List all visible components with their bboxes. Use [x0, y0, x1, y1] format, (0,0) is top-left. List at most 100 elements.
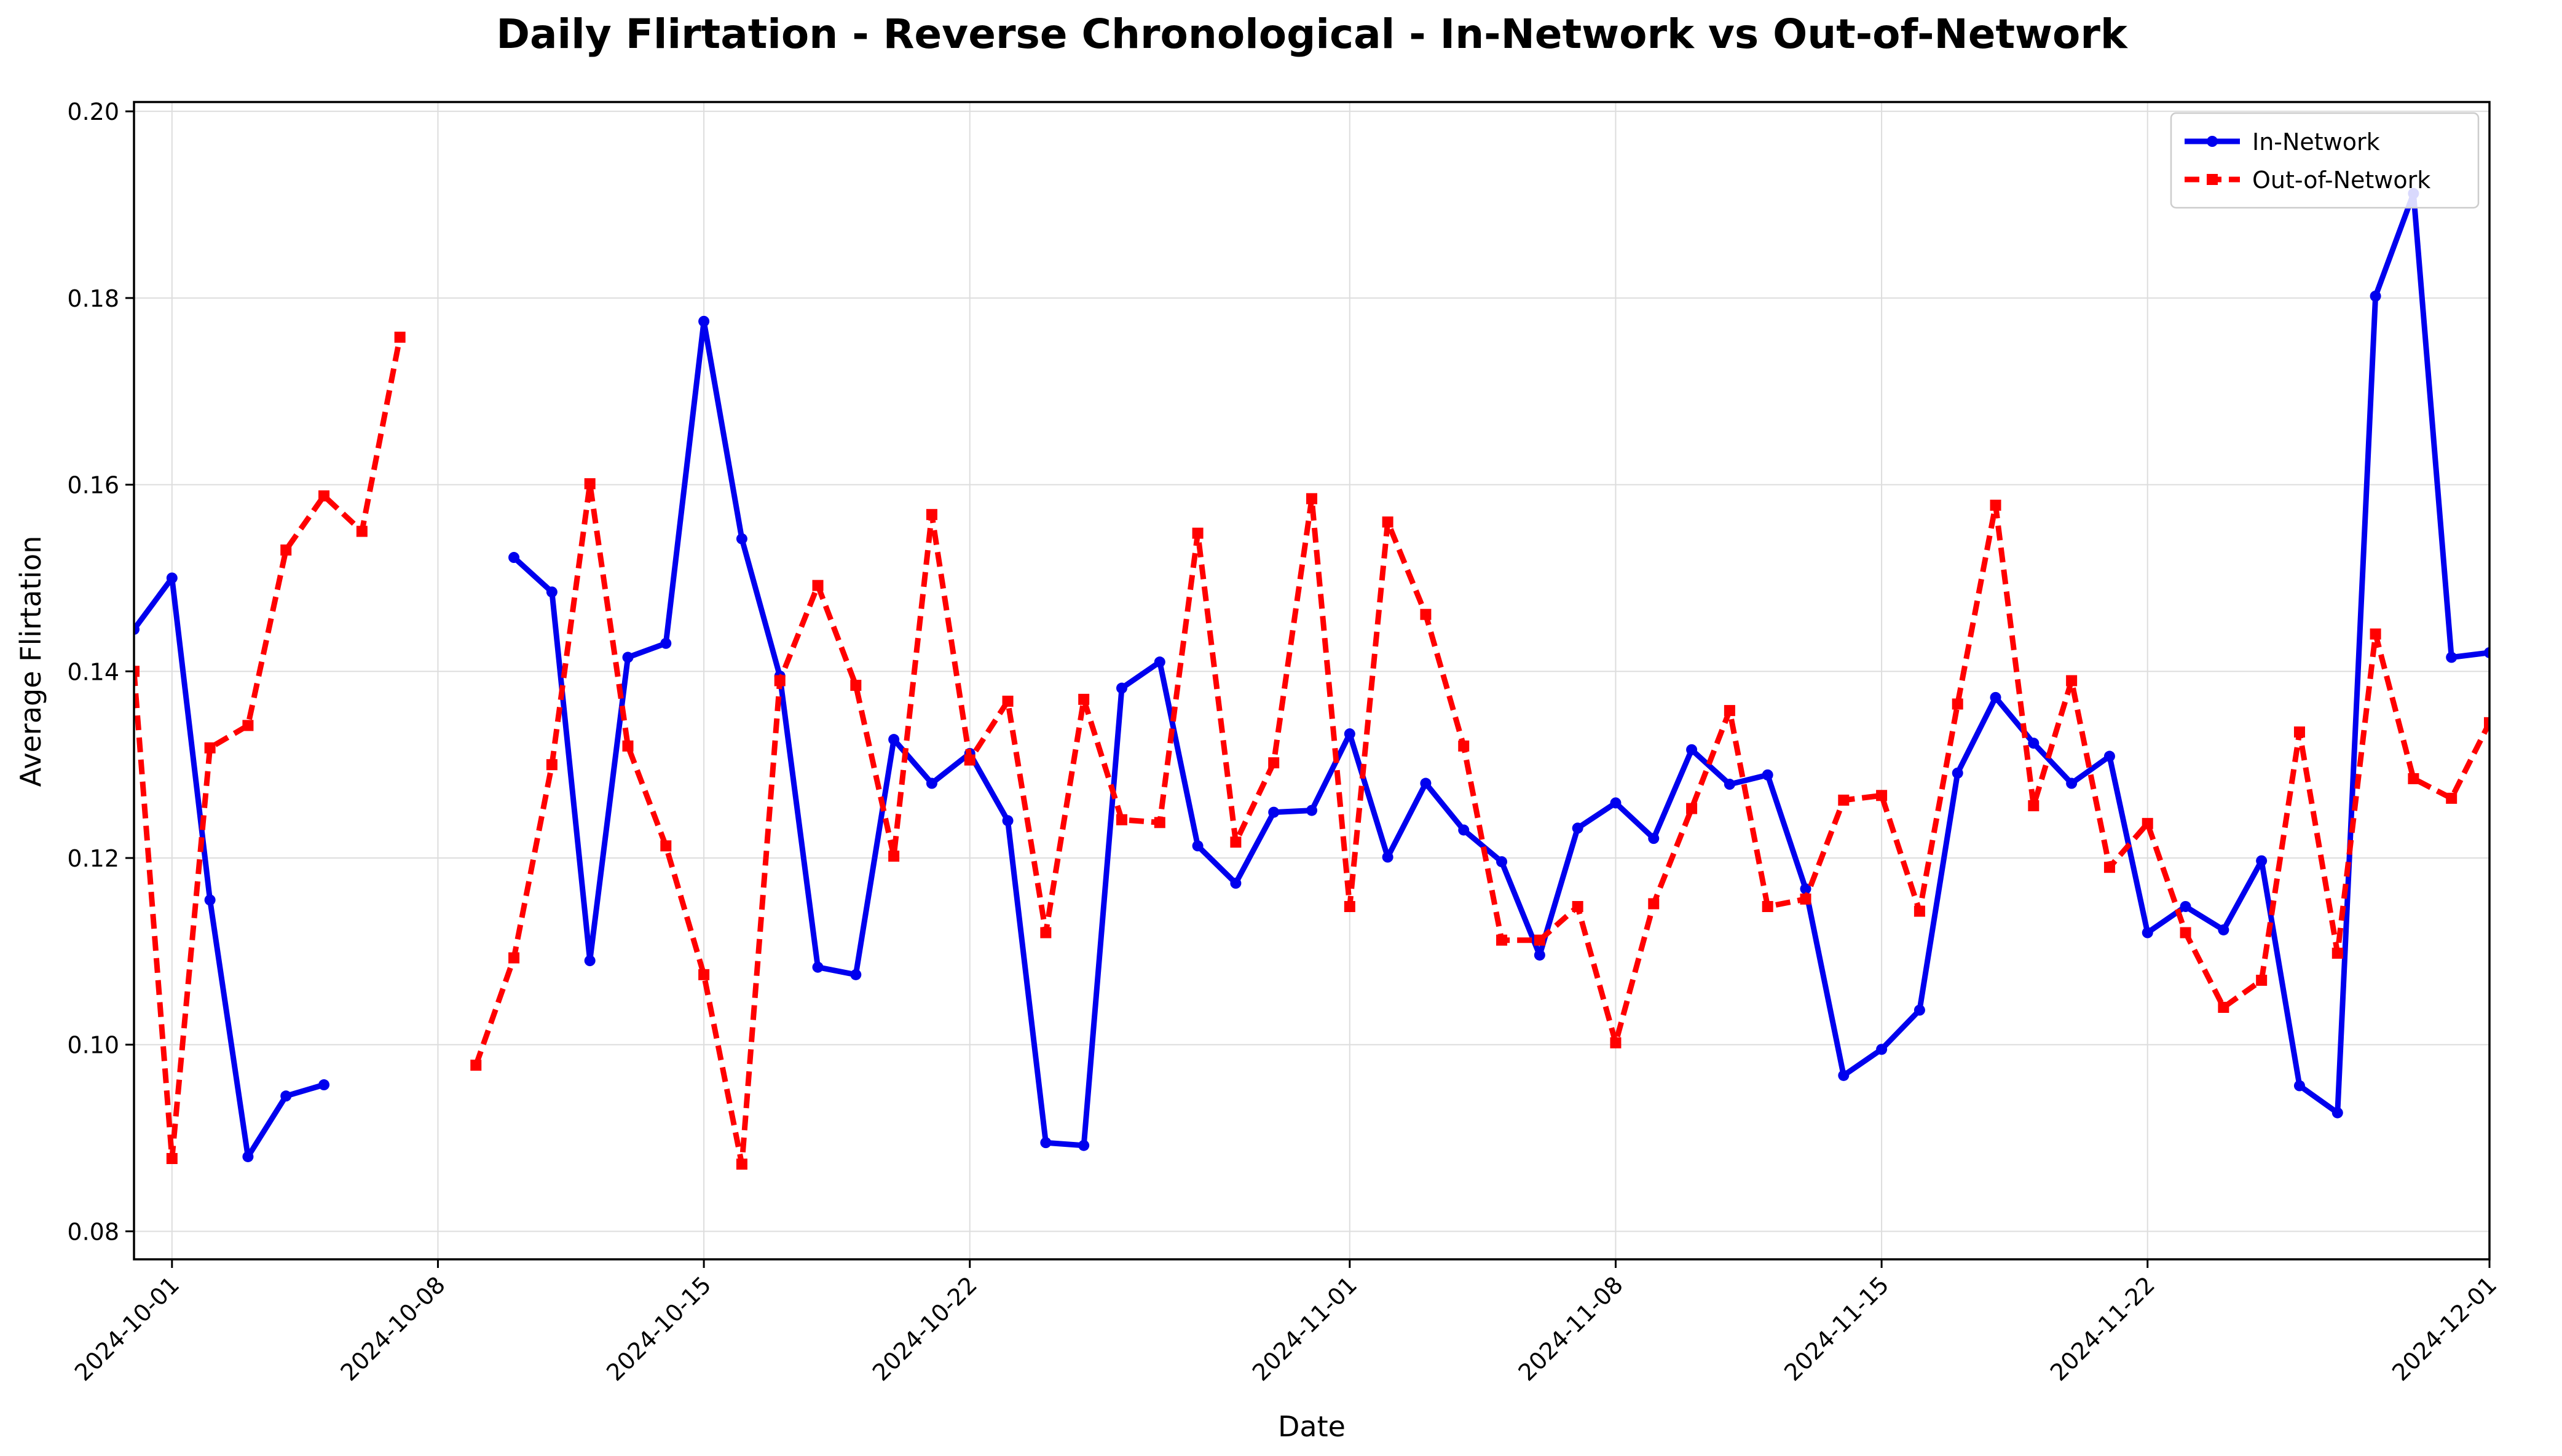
- data-point-in-network: [2331, 1107, 2343, 1119]
- data-point-out-of-network: [888, 850, 900, 862]
- data-point-out-of-network: [736, 1159, 747, 1170]
- data-point-out-of-network: [280, 544, 292, 556]
- data-point-out-of-network: [1762, 900, 1773, 912]
- data-point-in-network: [2293, 1080, 2305, 1092]
- data-point-in-network: [1648, 833, 1660, 844]
- data-point-in-network: [318, 1079, 330, 1091]
- data-point-in-network: [2142, 927, 2153, 939]
- data-point-out-of-network: [134, 666, 140, 677]
- data-point-in-network: [1724, 779, 1735, 790]
- data-point-in-network: [736, 533, 747, 545]
- data-point-out-of-network: [242, 720, 254, 731]
- data-point-in-network: [1002, 815, 1014, 827]
- data-point-out-of-network: [2408, 773, 2419, 784]
- data-point-out-of-network: [1838, 794, 1850, 806]
- data-point-out-of-network: [2293, 726, 2305, 738]
- data-point-out-of-network: [1534, 934, 1545, 946]
- y-tick-label: 0.16: [67, 472, 119, 499]
- data-point-out-of-network: [2331, 947, 2343, 959]
- data-point-in-network: [2484, 647, 2489, 658]
- data-point-out-of-network: [2370, 628, 2381, 640]
- data-point-out-of-network: [1952, 698, 1963, 710]
- data-point-in-network: [204, 894, 216, 906]
- data-point-out-of-network: [1686, 803, 1698, 814]
- data-point-in-network: [698, 315, 710, 327]
- data-point-in-network: [660, 637, 672, 649]
- data-point-in-network: [1876, 1044, 1888, 1055]
- data-point-out-of-network: [1876, 790, 1888, 801]
- x-axis-label: Date: [1278, 1410, 1346, 1443]
- data-point-out-of-network: [1230, 836, 1242, 848]
- y-tick-label: 0.14: [67, 658, 119, 685]
- data-point-out-of-network: [1192, 527, 1204, 539]
- data-point-in-network: [584, 955, 596, 967]
- legend-label-out-of-network: Out-of-Network: [2252, 167, 2430, 194]
- data-point-in-network: [242, 1151, 254, 1162]
- data-point-out-of-network: [1306, 493, 1317, 505]
- data-point-out-of-network: [2446, 792, 2458, 804]
- data-point-out-of-network: [2180, 927, 2191, 939]
- data-point-in-network: [1420, 777, 1432, 789]
- data-point-in-network: [2218, 924, 2229, 935]
- legend: In-Network Out-of-Network: [2170, 112, 2480, 209]
- data-point-out-of-network: [1990, 500, 2001, 511]
- data-point-out-of-network: [584, 478, 596, 490]
- data-point-in-network: [1382, 851, 1393, 863]
- data-point-in-network: [926, 777, 937, 789]
- data-point-out-of-network: [394, 331, 406, 343]
- data-point-in-network: [546, 586, 558, 598]
- data-point-in-network: [1534, 949, 1545, 961]
- data-point-out-of-network: [1572, 900, 1583, 912]
- y-tick-label: 0.12: [67, 845, 119, 872]
- y-tick-label: 0.18: [67, 285, 119, 312]
- data-point-in-network: [280, 1090, 292, 1102]
- data-point-in-network: [1306, 805, 1317, 816]
- y-tick-label: 0.10: [67, 1032, 119, 1059]
- data-point-in-network: [1116, 682, 1127, 694]
- data-point-in-network: [508, 552, 520, 564]
- data-point-out-of-network: [1496, 934, 1508, 946]
- data-point-in-network: [1610, 797, 1622, 809]
- data-point-in-network: [2103, 750, 2115, 762]
- series-line-out-of-network: [134, 336, 2489, 1167]
- data-point-in-network: [1800, 883, 1811, 895]
- data-point-in-network: [2028, 738, 2040, 749]
- data-point-in-network: [1040, 1137, 1052, 1149]
- data-point-out-of-network: [2066, 675, 2078, 687]
- data-point-out-of-network: [1040, 927, 1052, 939]
- data-point-out-of-network: [2218, 1001, 2229, 1013]
- data-point-out-of-network: [1420, 608, 1432, 620]
- legend-marker-out-of-network: [2207, 174, 2218, 185]
- series-out-of-network: [134, 331, 2489, 1170]
- data-point-in-network: [1268, 806, 1280, 818]
- data-point-in-network: [1762, 769, 1773, 781]
- data-point-in-network: [1952, 767, 1963, 779]
- data-point-out-of-network: [774, 675, 786, 687]
- data-point-in-network: [888, 734, 900, 746]
- data-point-in-network: [1496, 856, 1508, 868]
- data-point-out-of-network: [204, 742, 216, 754]
- data-point-in-network: [134, 623, 140, 635]
- data-point-out-of-network: [1344, 900, 1355, 912]
- data-point-out-of-network: [660, 840, 672, 852]
- data-point-out-of-network: [1382, 516, 1393, 528]
- data-point-out-of-network: [964, 754, 976, 766]
- data-point-out-of-network: [622, 740, 634, 752]
- data-point-in-network: [2446, 651, 2458, 663]
- data-point-in-network: [1154, 656, 1165, 668]
- data-point-in-network: [1686, 744, 1698, 755]
- data-point-in-network: [1230, 878, 1242, 889]
- data-point-in-network: [622, 651, 634, 663]
- data-point-out-of-network: [470, 1060, 482, 1071]
- data-point-in-network: [2066, 777, 2078, 789]
- data-point-out-of-network: [318, 490, 330, 502]
- data-point-out-of-network: [1914, 905, 1925, 917]
- data-point-out-of-network: [2103, 862, 2115, 873]
- data-point-out-of-network: [812, 580, 824, 591]
- data-point-out-of-network: [1078, 693, 1090, 705]
- data-point-out-of-network: [1002, 695, 1014, 707]
- data-point-out-of-network: [698, 969, 710, 980]
- y-tick-label: 0.08: [67, 1218, 119, 1245]
- legend-box: [2170, 112, 2480, 209]
- data-point-in-network: [1078, 1139, 1090, 1151]
